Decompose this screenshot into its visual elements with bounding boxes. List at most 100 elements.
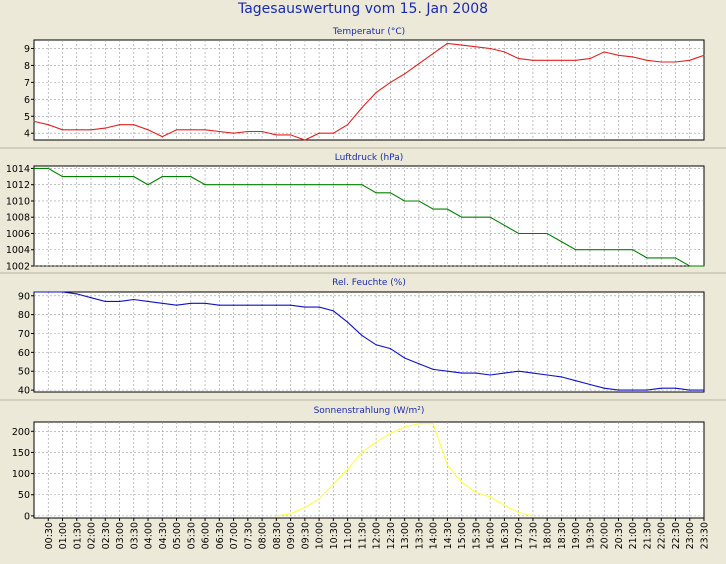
data-point: [347, 124, 349, 126]
data-point: [432, 208, 434, 210]
data-point: [204, 302, 206, 304]
x-tick-label: 20:30: [614, 522, 625, 549]
data-point: [404, 200, 406, 202]
series-line: [33, 42, 705, 141]
data-point: [575, 380, 577, 382]
data-point: [475, 372, 477, 374]
x-tick-label: 18:00: [543, 522, 554, 549]
data-point: [617, 249, 620, 251]
y-tick-label: 1004: [6, 245, 30, 256]
x-tick-label: 00:30: [44, 522, 55, 549]
data-point: [61, 291, 64, 293]
y-tick-label: 50: [18, 490, 30, 501]
data-point: [347, 468, 349, 470]
data-point: [560, 59, 563, 61]
plot-area: [33, 291, 705, 393]
data-point: [546, 59, 548, 61]
data-point: [218, 304, 220, 306]
data-point: [375, 91, 377, 94]
x-tick-label: 13:00: [400, 522, 411, 549]
data-point: [275, 304, 277, 306]
y-tick-label: 7: [24, 78, 30, 89]
x-tick-label: 21:30: [642, 522, 653, 549]
data-point: [446, 208, 448, 210]
data-point: [375, 344, 377, 346]
data-point: [247, 184, 249, 186]
data-point: [674, 387, 677, 389]
x-tick-label: 09:30: [300, 522, 311, 549]
x-tick-label: 22:00: [657, 522, 668, 549]
data-point: [632, 56, 634, 58]
data-point: [389, 81, 391, 83]
data-point: [233, 132, 235, 134]
data-point: [418, 423, 420, 425]
data-point: [147, 129, 149, 131]
data-point: [204, 129, 206, 131]
data-point: [304, 184, 306, 186]
data-point: [617, 54, 620, 56]
data-point: [389, 348, 391, 350]
data-point: [190, 129, 192, 131]
x-tick-label: 06:00: [201, 522, 212, 549]
data-point: [532, 515, 534, 517]
data-point: [432, 53, 434, 55]
x-tick-label: 21:00: [628, 522, 639, 549]
data-point: [275, 184, 277, 186]
y-tick-label: 0: [24, 511, 30, 522]
plot-area: [33, 39, 705, 141]
x-tick-label: 03:30: [129, 522, 140, 549]
data-point: [461, 44, 463, 46]
data-point: [161, 176, 163, 178]
chart-title: Sonnenstrahlung (W/m²): [314, 406, 425, 416]
data-point: [261, 130, 263, 133]
x-tick-label: 11:30: [357, 522, 368, 549]
data-point: [76, 176, 78, 178]
series-line: [34, 291, 704, 391]
data-point: [489, 47, 491, 50]
chart-panel-2: Rel. Feuchte (%) 40 50 60 70 80 90: [18, 278, 705, 397]
data-point: [418, 63, 420, 65]
x-tick-label: 19:00: [571, 522, 582, 549]
data-point: [689, 389, 691, 391]
y-tick-label: 1002: [6, 262, 30, 273]
data-point: [589, 383, 591, 386]
data-point: [33, 120, 35, 122]
data-point: [532, 59, 534, 61]
data-point: [475, 46, 477, 48]
data-point: [161, 136, 163, 138]
y-tick-label: 150: [12, 448, 30, 459]
data-point: [61, 129, 64, 131]
x-tick-label: 12:00: [372, 522, 383, 549]
data-point: [318, 306, 320, 308]
x-tick-label: 22:30: [671, 522, 682, 549]
data-point: [304, 306, 306, 308]
data-point: [290, 134, 292, 136]
data-point: [33, 291, 35, 293]
data-point: [218, 130, 220, 133]
x-tick-label: 19:30: [585, 522, 596, 549]
x-tick-label: 16:30: [500, 522, 511, 549]
data-point: [689, 265, 691, 267]
data-point: [432, 423, 434, 425]
data-point: [104, 176, 106, 178]
y-tick-label: 1010: [6, 196, 30, 207]
data-point: [304, 139, 306, 141]
x-tick-label: 04:30: [158, 522, 169, 549]
data-point: [47, 124, 49, 126]
data-point: [176, 304, 178, 306]
data-point: [589, 58, 591, 60]
x-tick-label: 14:30: [443, 522, 454, 549]
data-point: [404, 426, 406, 428]
x-tick-label: 23:30: [700, 522, 711, 549]
x-tick-label: 02:00: [87, 522, 98, 549]
data-point: [332, 483, 334, 485]
data-point: [275, 134, 277, 136]
chart-panel-0: Temperatur (°C) 4 5 6 7 8 9: [24, 27, 705, 141]
x-tick-label: 17:00: [514, 522, 525, 549]
data-point: [518, 232, 520, 235]
x-tick-label: 10:30: [329, 522, 340, 549]
y-tick-label: 70: [18, 329, 30, 340]
x-tick-label: 11:00: [343, 522, 354, 549]
x-tick-label: 01:30: [72, 522, 83, 549]
y-tick-label: 60: [18, 348, 30, 359]
